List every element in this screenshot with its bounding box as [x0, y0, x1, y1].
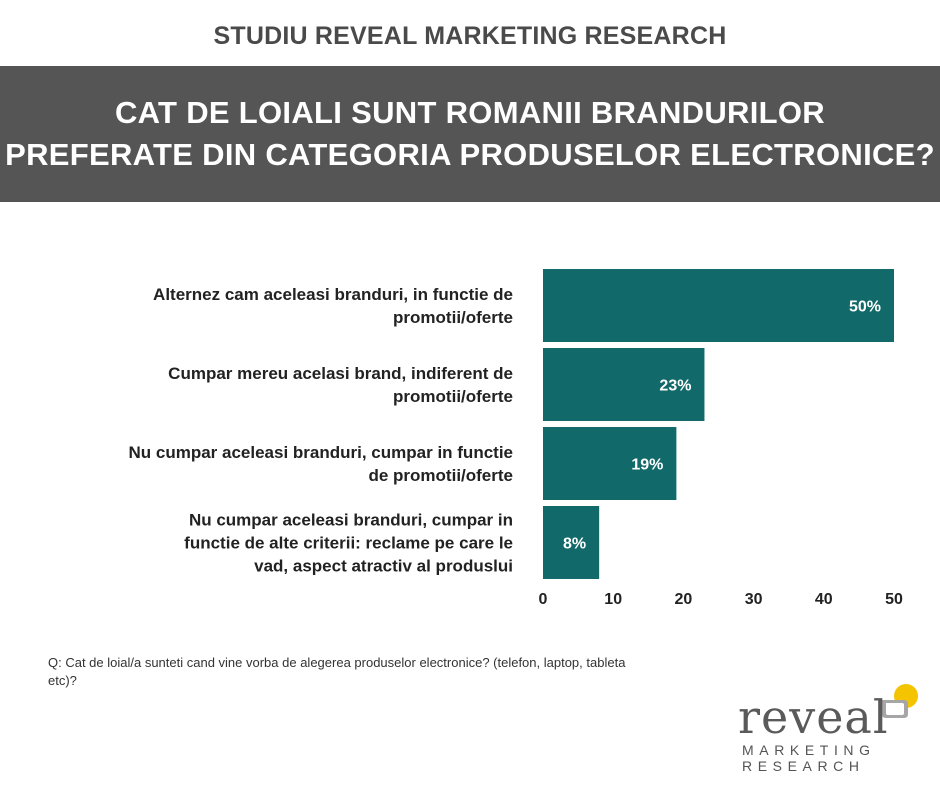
logo-mark-icon [882, 684, 918, 718]
study-title: STUDIU REVEAL MARKETING RESEARCH [213, 22, 727, 50]
banner-title-line-1: CAT DE LOIALI SUNT ROMANII BRANDURILOR [114, 95, 825, 130]
x-tick-label-30: 30 [745, 591, 763, 608]
data-label-1: 50% [849, 299, 881, 316]
category-label-4: Nu cumpar aceleasi branduri, cumpar in fu… [184, 511, 513, 576]
category-label-4-line-3: vad, aspect atractiv al produslui [254, 557, 513, 576]
category-label-3: Nu cumpar aceleasi branduri, cumpar in f… [129, 443, 514, 485]
bar-1 [543, 269, 894, 342]
logo-subtitle-line-2: RESEARCH [742, 758, 865, 774]
bar-2 [543, 348, 705, 421]
data-label-2: 23% [659, 378, 691, 395]
data-label-4: 8% [563, 536, 586, 553]
bar-chart: 50% Alternez cam aceleasi branduri, in fu… [129, 269, 903, 608]
category-label-4-line-1: Nu cumpar aceleasi branduri, cumpar in [189, 511, 513, 530]
x-tick-label-0: 0 [539, 591, 548, 608]
bar-4 [543, 506, 600, 579]
x-tick-label-50: 50 [885, 591, 903, 608]
category-label-1: Alternez cam aceleasi branduri, in funct… [153, 285, 513, 327]
bar-3 [543, 427, 677, 500]
logo-wordmark: reveal [738, 690, 889, 744]
category-label-2-line-2: promotii/oferte [393, 387, 513, 406]
category-label-1-line-1: Alternez cam aceleasi branduri, in funct… [153, 285, 513, 304]
category-label-3-line-1: Nu cumpar aceleasi branduri, cumpar in f… [129, 443, 514, 462]
category-label-2: Cumpar mereu acelasi brand, indiferent d… [168, 364, 513, 406]
category-label-2-line-1: Cumpar mereu acelasi brand, indiferent d… [168, 364, 513, 383]
title-banner: CAT DE LOIALI SUNT ROMANII BRANDURILOR P… [0, 66, 940, 202]
x-tick-label-40: 40 [815, 591, 833, 608]
data-label-3: 19% [631, 457, 663, 474]
banner-title-line-2: PREFERATE DIN CATEGORIA PRODUSELOR ELECT… [5, 137, 935, 172]
reveal-logo: reveal MARKETING RESEARCH [730, 680, 930, 780]
survey-question: Q: Cat de loial/a sunteti cand vine vorb… [48, 655, 626, 688]
x-tick-label-10: 10 [604, 591, 622, 608]
category-label-3-line-2: de promotii/oferte [368, 466, 513, 485]
category-label-1-line-2: promotii/oferte [393, 308, 513, 327]
category-label-4-line-2: functie de alte criterii: reclame pe car… [184, 534, 513, 553]
x-tick-label-20: 20 [675, 591, 693, 608]
logo-subtitle-line-1: MARKETING [742, 742, 876, 758]
